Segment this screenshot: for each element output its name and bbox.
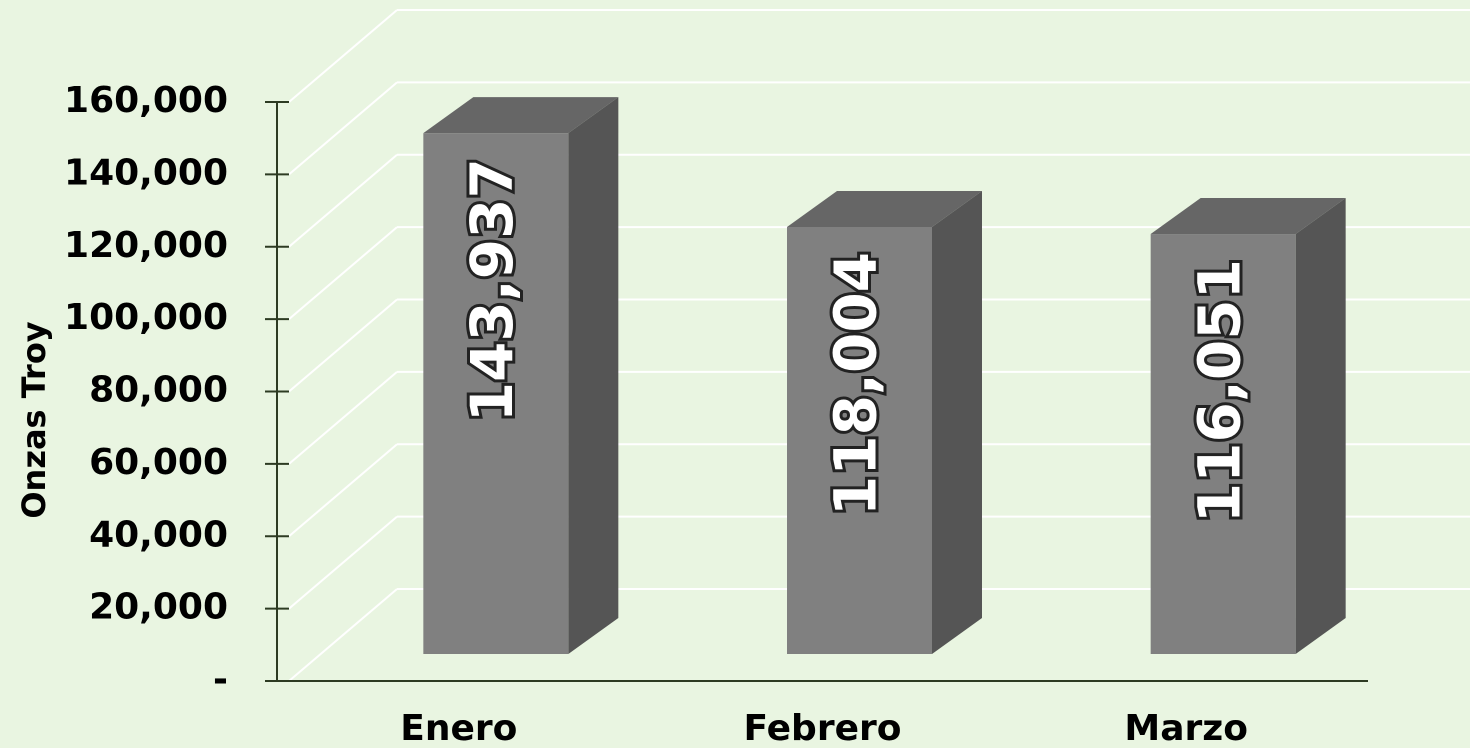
grid-line — [288, 153, 398, 248]
grid-line — [288, 443, 398, 538]
value-label: 116,051 — [1185, 259, 1253, 523]
bar-top — [423, 97, 619, 134]
y-tick-label: 60,000 — [89, 442, 228, 483]
grid-line — [288, 515, 398, 610]
bar-side — [568, 97, 619, 654]
y-tick-label: 140,000 — [64, 152, 228, 193]
y-tick-label: - — [213, 659, 228, 700]
x-tick-label: Marzo — [1124, 708, 1248, 748]
value-label: 143,937 — [458, 158, 526, 422]
y-tick-label: 120,000 — [64, 225, 228, 266]
bar — [1150, 234, 1296, 654]
bar-top — [787, 190, 982, 227]
grid-line — [288, 298, 398, 393]
y-tick-label: 160,000 — [64, 80, 228, 121]
grid-line — [288, 9, 398, 103]
y-tick-label: 20,000 — [89, 587, 228, 628]
y-axis-label: Onzas Troy — [15, 321, 53, 518]
value-label: 118,004 — [822, 252, 890, 516]
grid-line — [288, 226, 398, 320]
x-tick-label: Enero — [400, 708, 517, 748]
x-tick-label: Febrero — [744, 708, 902, 748]
bar-side — [932, 190, 982, 654]
bar-side — [1295, 198, 1346, 654]
bar — [787, 226, 932, 654]
grid-line — [288, 81, 398, 176]
y-tick-label: 40,000 — [89, 514, 228, 555]
grid-line — [288, 588, 398, 682]
bar-top — [1150, 198, 1346, 235]
grid-line — [288, 371, 398, 465]
y-tick-label: 80,000 — [89, 370, 228, 411]
bar — [423, 133, 569, 654]
y-tick-label: 100,000 — [64, 297, 228, 338]
